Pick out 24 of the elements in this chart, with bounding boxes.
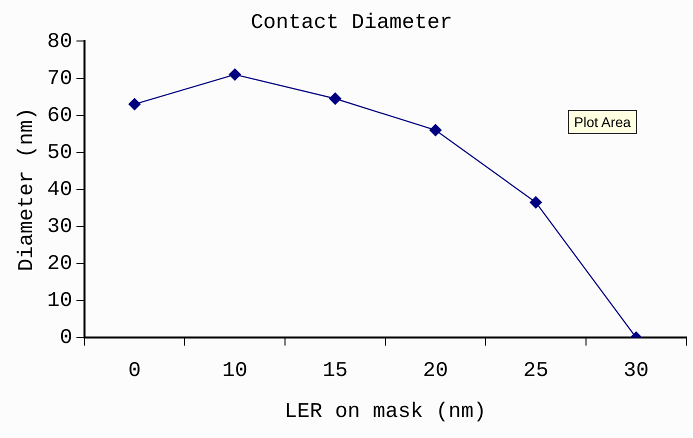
chart-title: Contact Diameter (250, 12, 452, 36)
x-tick-label: 25 (523, 360, 548, 383)
point (429, 124, 442, 136)
y-tick-label: 30 (47, 216, 72, 240)
x-tick-label: 0 (128, 360, 141, 383)
y-tick-label: 50 (47, 142, 72, 165)
x-tick-label: 20 (422, 360, 448, 383)
y-tick-label: 10 (47, 290, 72, 314)
point (228, 68, 241, 81)
y-tick-label: 80 (47, 30, 72, 54)
x-tick-label: 30 (624, 360, 649, 383)
y-tick-label: 40 (47, 178, 72, 202)
point (530, 196, 542, 208)
y-axis-title: Diameter (nm) (16, 107, 40, 272)
x-tick-label: 15 (322, 360, 348, 383)
y-tick-label: 20 (47, 253, 72, 276)
y-tick-label: 0 (60, 327, 72, 350)
x-tick-label: 10 (222, 360, 248, 383)
annotation: Plot Area (568, 110, 637, 134)
y-tick-label: 60 (47, 104, 72, 128)
point (128, 98, 141, 110)
x-axis-title: LER on mask (nm) (284, 400, 486, 424)
point (329, 92, 342, 105)
y-tick-label: 70 (47, 68, 72, 91)
